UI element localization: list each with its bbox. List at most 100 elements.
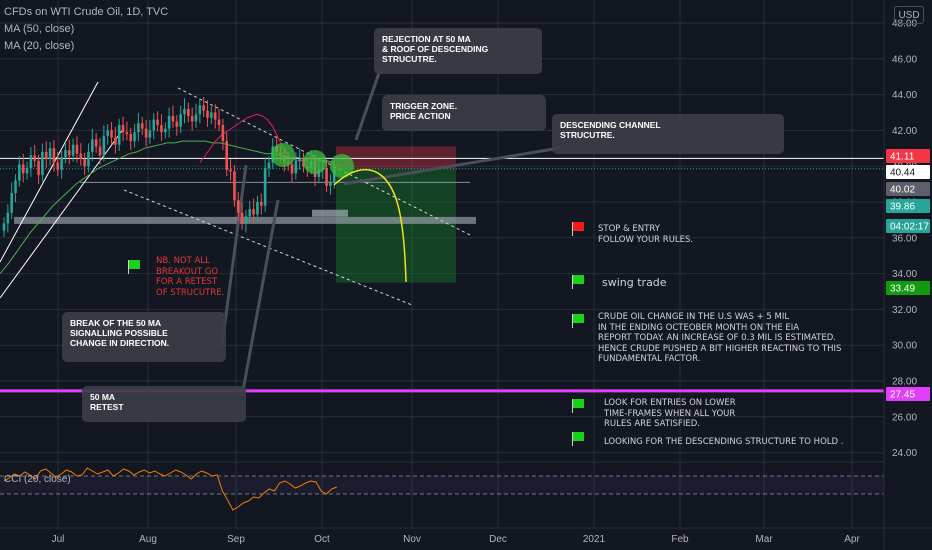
candle-body: [267, 162, 271, 168]
candle-body: [171, 116, 175, 122]
overlays: [271, 143, 407, 283]
stop-entry-note: STOP & ENTRY FOLLOW YOUR RULES.: [598, 224, 694, 245]
target-zone: [336, 168, 456, 283]
pointer-retest: [240, 199, 280, 397]
candle-body: [183, 108, 186, 115]
candle-body: [194, 114, 198, 122]
candle-body: [102, 135, 106, 156]
candle-body: [48, 148, 52, 160]
price-badge: [886, 281, 930, 295]
price-badge: [886, 149, 930, 163]
candle-body: [52, 148, 56, 163]
candle-body: [236, 200, 240, 213]
price-badge: [886, 219, 930, 233]
price-badge-label: 40.02: [890, 185, 915, 196]
candle-body: [148, 130, 152, 138]
candles: [2, 96, 336, 237]
candle-body: [110, 130, 113, 138]
y-tick-label: 30.00: [892, 341, 917, 352]
candle-body: [83, 159, 86, 167]
green-flag-icon: [572, 275, 584, 289]
currency-button[interactable]: USD: [894, 6, 924, 24]
candle-body: [41, 151, 44, 176]
candle-body: [225, 141, 229, 170]
candle-body: [206, 110, 209, 118]
candle-body: [298, 159, 301, 161]
candle-body: [91, 139, 94, 152]
candle-body: [140, 123, 144, 129]
callout-rejection: REJECTION AT 50 MA & ROOF OF DESCENDING …: [374, 28, 542, 74]
lower-timeframes-note: LOOK FOR ENTRIES ON LOWER TIME-FRAMES WH…: [604, 398, 736, 429]
legend-ma20[interactable]: MA (20, close): [4, 40, 75, 52]
candle-body: [29, 155, 33, 168]
x-tick-label: Aug: [139, 534, 157, 545]
x-tick-label: Feb: [671, 534, 689, 545]
candle-body: [198, 105, 202, 115]
candle-body: [259, 202, 263, 206]
x-tick-label: Dec: [489, 534, 507, 545]
candle-body: [240, 212, 244, 224]
pointer-break: [220, 164, 248, 346]
price-badge-label: 41.11: [890, 152, 915, 163]
y-tick-label: 42.00: [892, 126, 917, 137]
green-flag-icon: [128, 260, 140, 274]
chart-legend: CFDs on WTI Crude Oil, 1D, TVC MA (50, c…: [4, 4, 168, 55]
candle-body: [67, 150, 71, 156]
candle-body: [2, 223, 6, 231]
callout-descending-channel: DESCENDING CHANNEL STRUCUTRE.: [552, 114, 784, 154]
candle-body: [202, 105, 205, 111]
rejection-circle: [271, 143, 295, 167]
candle-body: [290, 164, 294, 174]
price-axis-bg: [884, 0, 932, 550]
candle-body: [121, 125, 125, 133]
y-tick-label: 28.00: [892, 377, 917, 388]
x-tick-label: Oct: [314, 534, 330, 545]
candle-body: [244, 216, 248, 224]
candle-body: [190, 116, 194, 122]
candle-body: [14, 180, 17, 194]
candle-body: [94, 139, 98, 147]
candle-body: [210, 112, 213, 118]
candle-body: [6, 212, 10, 224]
candle-body: [125, 132, 129, 134]
candle-body: [256, 202, 259, 215]
candle-body: [106, 130, 109, 136]
price-badge-label: 39.86: [890, 202, 915, 213]
candle-body: [156, 119, 159, 126]
price-badge: [886, 199, 930, 213]
candle-body: [221, 125, 225, 142]
candle-body: [133, 132, 136, 142]
x-tick-label: Jul: [52, 534, 65, 545]
candle-body: [75, 144, 79, 154]
rejection-circle: [303, 150, 327, 174]
candle-body: [294, 160, 298, 174]
fundamental-note: CRUDE OIL CHANGE IN THE U.S WAS + 5 MIL …: [598, 312, 842, 364]
candle-body: [21, 164, 25, 174]
descending-channel-bottom: [123, 189, 413, 306]
candle-body: [79, 153, 83, 160]
cci-pane: CCI (20, close)0.00: [0, 461, 910, 511]
candle-body: [217, 119, 221, 126]
support-band-small: [312, 209, 348, 217]
price-badge-label: 27.45: [890, 390, 915, 401]
candle-body: [117, 125, 121, 145]
price-badges: 41.11 40.44 40.02 39.86 04:02:17 33.49 27.45: [886, 149, 930, 401]
candle-body: [167, 116, 171, 129]
callout-trigger: TRIGGER ZONE. PRICE ACTION: [382, 95, 546, 131]
candle-body: [187, 108, 190, 117]
legend-symbol[interactable]: CFDs on WTI Crude Oil, 1D, TVC: [4, 6, 169, 18]
candle-body: [248, 209, 252, 217]
candle-body: [129, 133, 133, 142]
candle-body: [56, 162, 60, 170]
legend-ma50[interactable]: MA (50, close): [4, 23, 75, 35]
price-badge: [886, 165, 930, 179]
stop-zone: [336, 146, 456, 169]
ascending-channel-bottom: [0, 127, 125, 299]
y-tick-label: 26.00: [892, 412, 917, 423]
candle-body: [144, 128, 148, 138]
candle-body: [160, 125, 163, 133]
price-badge-label: 04:02:17: [890, 222, 929, 233]
cci-line: [3, 467, 337, 511]
price-badge: [886, 387, 930, 401]
